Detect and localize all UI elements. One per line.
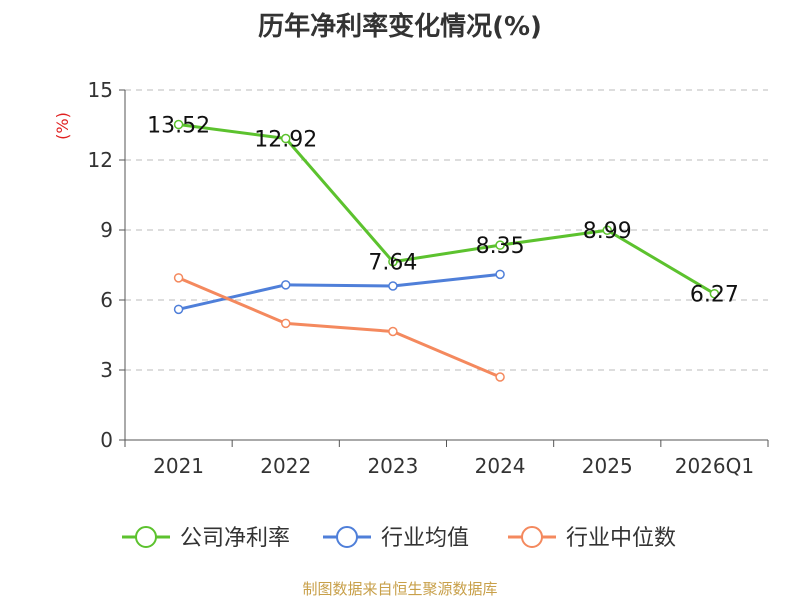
legend-marker	[521, 526, 543, 548]
y-tick-label: 12	[88, 148, 113, 172]
legend-item-0[interactable]: 公司净利率	[122, 526, 290, 551]
legend-item-2[interactable]: 行业中位数	[508, 526, 676, 551]
y-tick-label: 6	[100, 288, 113, 312]
data-label: 7.64	[368, 251, 417, 276]
series-line-0	[178, 123, 716, 295]
x-tick-label: 2026Q1	[675, 454, 754, 478]
data-point[interactable]	[495, 372, 505, 382]
y-tick-label: 0	[100, 428, 113, 452]
legend-marker	[135, 526, 157, 548]
series-line-1	[178, 272, 501, 311]
y-tick-label: 3	[100, 358, 113, 382]
data-point[interactable]	[388, 326, 398, 337]
x-tick-label: 2025	[582, 454, 633, 478]
x-tick-label: 2024	[475, 454, 526, 478]
axes: 0 3 6 9 12 15 2021 2022 2023 2024 2025 2026Q1 (%)	[53, 78, 769, 478]
data-point[interactable]	[709, 288, 720, 299]
x-tick-label: 2022	[260, 454, 311, 478]
data-label: 8.99	[583, 219, 632, 244]
y-tick-label: 15	[88, 78, 113, 102]
data-point[interactable]	[173, 273, 184, 283]
data-point[interactable]	[602, 225, 612, 235]
legend[interactable]: 公司净利率 行业均值 行业中位数	[122, 526, 676, 551]
data-label: 12.92	[254, 128, 317, 153]
chart-title: 历年净利率变化情况(%)	[258, 12, 542, 42]
series-line-2	[177, 276, 501, 379]
data-labels: 13.52 12.92 7.64 8.35 8.99 6.27	[147, 114, 739, 308]
legend-marker	[336, 526, 358, 548]
series	[173, 119, 720, 382]
data-point[interactable]	[388, 281, 398, 291]
source-note: 制图数据来自恒生聚源数据库	[302, 580, 498, 598]
data-point[interactable]	[281, 133, 291, 144]
data-label: 8.35	[476, 234, 525, 259]
y-axis-label: (%)	[53, 112, 72, 140]
data-point[interactable]	[173, 304, 184, 315]
data-point[interactable]	[495, 240, 505, 250]
data-point[interactable]	[173, 119, 184, 130]
data-point[interactable]	[281, 280, 291, 290]
x-tick-label: 2023	[367, 454, 418, 478]
y-tick-label: 9	[100, 218, 113, 242]
x-tick-label: 2021	[153, 454, 204, 478]
data-point[interactable]	[281, 318, 291, 329]
grid	[125, 89, 768, 371]
legend-label: 行业中位数	[566, 526, 676, 551]
data-point[interactable]	[495, 269, 505, 280]
data-label: 13.52	[147, 114, 210, 139]
legend-label: 公司净利率	[180, 526, 290, 551]
legend-item-1[interactable]: 行业均值	[323, 526, 469, 551]
data-label: 6.27	[690, 283, 739, 308]
data-point[interactable]	[388, 256, 398, 267]
legend-label: 行业均值	[381, 526, 469, 551]
